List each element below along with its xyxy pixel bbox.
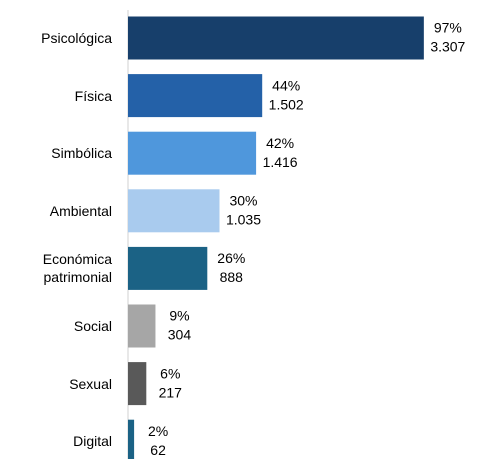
bar [128,246,208,290]
percent-label: 26% [217,250,245,266]
count-label: 1.502 [269,96,304,112]
count-label: 1.416 [263,154,298,170]
category-label: Física [74,87,112,104]
category-label: Sexual [69,375,112,392]
percent-label: 97% [434,20,462,36]
category-label: Ambiental [49,202,112,219]
percent-label: 9% [169,308,189,324]
category-label: Digital [73,433,112,450]
bar [128,16,424,60]
bar [128,74,263,118]
bar [128,419,135,459]
percent-label: 6% [160,365,180,381]
category-label: Simbólica [51,145,112,162]
count-label: 888 [220,269,244,285]
bar [128,189,220,233]
category-label: Social [73,318,112,334]
count-label: 217 [159,384,183,400]
count-label: 304 [168,327,192,343]
bar [128,131,257,175]
percent-label: 2% [148,423,168,439]
count-label: 3.307 [430,39,465,55]
bar [128,304,156,348]
percent-label: 44% [272,77,300,93]
count-label: 1.035 [226,212,261,228]
category-label: Psicológica [41,30,112,46]
percent-label: 30% [229,193,257,209]
bar [128,362,147,406]
category-label: Económica patrimonial [42,251,112,286]
count-label: 62 [150,442,166,458]
percent-label: 42% [266,135,294,151]
